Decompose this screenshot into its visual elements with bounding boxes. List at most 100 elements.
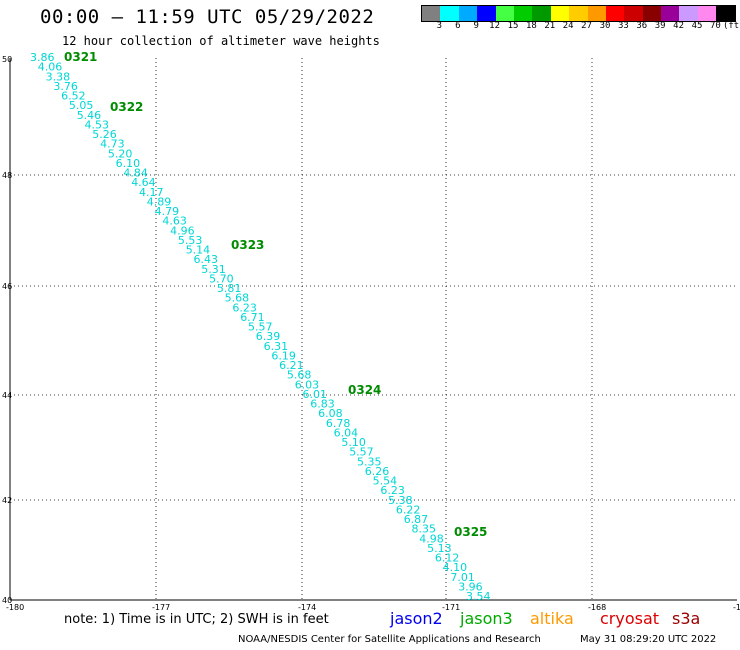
wave-height-value: 4.79 xyxy=(155,205,180,218)
wave-height-value: 6.10 xyxy=(116,157,141,170)
wave-height-value: 4.53 xyxy=(85,118,110,131)
color-swatch xyxy=(532,6,551,21)
color-scale-label: 70 xyxy=(709,21,721,31)
wave-height-value: 3.54 xyxy=(466,590,491,603)
wave-height-value: 5.57 xyxy=(248,321,273,334)
wave-height-value: 6.23 xyxy=(380,484,405,497)
color-scale-label: 12 xyxy=(489,21,501,31)
wave-height-color-scale xyxy=(421,5,736,22)
longitude-tick-label: -174 xyxy=(298,603,316,610)
wave-height-value: 4.98 xyxy=(419,532,444,545)
wave-height-value: 5.05 xyxy=(69,99,94,112)
color-swatch xyxy=(587,6,606,21)
color-swatch xyxy=(422,6,441,21)
wave-height-value: 5.35 xyxy=(357,455,382,468)
color-swatch xyxy=(477,6,496,21)
wave-height-value: 4.17 xyxy=(139,186,164,199)
wave-height-value: 6.21 xyxy=(279,359,304,372)
wave-height-value: 5.10 xyxy=(341,436,366,449)
color-scale-label: 3 xyxy=(436,21,443,31)
wave-height-value: 6.12 xyxy=(435,552,460,565)
wave-height-value: 4.84 xyxy=(123,167,147,180)
wave-height-value: 5.20 xyxy=(108,147,132,160)
wave-height-value: 4.64 xyxy=(131,176,156,189)
satellite-s3a-label: s3a xyxy=(672,609,701,628)
color-scale-label: 27 xyxy=(581,21,593,31)
color-scale-label: (ft) xyxy=(722,21,740,31)
latitude-tick-label: 48 xyxy=(2,171,12,180)
color-swatch xyxy=(642,6,662,21)
satellite-jason2-label: jason2 xyxy=(390,609,443,628)
color-swatch xyxy=(569,6,588,21)
wave-height-value: 5.26 xyxy=(92,128,117,141)
wave-height-value: 6.19 xyxy=(271,349,296,362)
satellite-altika-label: altika xyxy=(530,609,574,628)
wave-height-value: 6.78 xyxy=(326,417,351,430)
pass-time-label: 0324 xyxy=(348,383,381,397)
color-swatch xyxy=(458,6,478,21)
longitude-tick-label: -171 xyxy=(442,603,460,610)
wave-height-value: 5.14 xyxy=(186,244,211,257)
wave-height-value: 5.53 xyxy=(178,234,203,247)
credit-line: NOAA/NESDIS Center for Satellite Applica… xyxy=(238,634,541,645)
wave-height-value: 6.04 xyxy=(334,426,359,439)
wave-height-value: 6.71 xyxy=(240,311,265,324)
wave-height-value: 6.01 xyxy=(303,388,328,401)
wave-height-value: 3.86 xyxy=(30,51,55,64)
latitude-tick-label: 46 xyxy=(2,282,12,291)
wave-height-value: 5.68 xyxy=(287,369,312,382)
wave-height-value: 4.10 xyxy=(443,561,468,574)
latitude-tick-label: 40 xyxy=(2,596,12,605)
wave-height-value: 4.73 xyxy=(100,138,125,151)
color-scale-label: 15 xyxy=(507,21,519,31)
color-swatch xyxy=(550,6,570,21)
latitude-tick-label: 44 xyxy=(2,391,12,400)
wave-height-value: 6.26 xyxy=(365,465,390,478)
wave-height-value: 6.23 xyxy=(232,301,257,314)
color-scale-label: 39 xyxy=(654,21,666,31)
satellite-jason3-label: jason3 xyxy=(460,609,513,628)
wave-height-value: 5.31 xyxy=(201,263,226,276)
map-grid xyxy=(9,58,737,601)
wave-height-value: 6.22 xyxy=(396,503,421,516)
wave-height-value: 5.68 xyxy=(225,292,250,305)
altimeter-map: -180 -177 -174 -171 -168 -16 50 48 46 44 42 40 3.86… xyxy=(2,50,740,610)
wave-height-value: 6.43 xyxy=(194,253,219,266)
color-scale-label: 21 xyxy=(544,21,556,31)
color-swatch xyxy=(697,6,717,21)
wave-height-value: 5.46 xyxy=(77,109,102,122)
color-scale-label: 30 xyxy=(599,21,611,31)
wave-height-value: 7.01 xyxy=(450,571,475,584)
color-scale-label: 6 xyxy=(455,21,461,31)
wave-height-track: 3.864.063.383.766.525.055.464.535.264.73… xyxy=(30,51,491,603)
color-scale-label: 45 xyxy=(691,21,703,31)
longitude-tick-label: -180 xyxy=(6,603,24,610)
color-swatch xyxy=(605,6,625,21)
map-title: 00:00 – 11:59 UTC 05/29/2022 xyxy=(40,6,375,28)
wave-height-value: 5.70 xyxy=(209,272,234,285)
wave-height-value: 4.89 xyxy=(147,195,172,208)
wave-height-value: 4.96 xyxy=(170,224,195,237)
wave-height-value: 3.96 xyxy=(458,580,483,593)
wave-height-value: 5.57 xyxy=(349,446,374,459)
wave-height-value: 3.38 xyxy=(46,70,71,83)
wave-height-value: 5.81 xyxy=(217,282,242,295)
wave-height-value: 4.63 xyxy=(162,215,187,228)
wave-height-value: 8.35 xyxy=(412,523,437,536)
wave-height-value: 3.76 xyxy=(53,80,78,93)
color-swatch xyxy=(495,6,514,21)
wave-height-value: 5.38 xyxy=(388,494,413,507)
wave-height-value: 6.39 xyxy=(256,330,280,343)
color-scale-label: 18 xyxy=(525,21,537,31)
color-scale-label: 42 xyxy=(673,21,685,31)
pass-time-label: 0321 xyxy=(64,50,97,64)
longitude-tick-label: -16 xyxy=(733,603,740,610)
wave-height-value: 6.03 xyxy=(295,378,320,391)
color-scale-label: 24 xyxy=(562,21,574,31)
longitude-tick-label: -177 xyxy=(152,603,170,610)
generated-timestamp: May 31 08:29:20 UTC 2022 xyxy=(580,634,717,645)
wave-height-value: 5.54 xyxy=(373,475,398,488)
pass-time-label: 0322 xyxy=(110,100,143,114)
wave-height-value: 6.52 xyxy=(61,90,86,103)
